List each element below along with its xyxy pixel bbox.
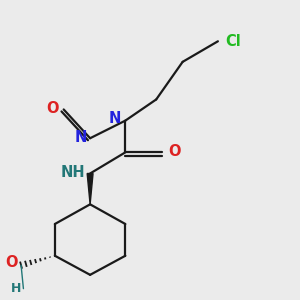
- Text: N: N: [109, 111, 121, 126]
- Text: O: O: [169, 144, 181, 159]
- Text: N: N: [74, 130, 87, 145]
- Polygon shape: [87, 173, 93, 204]
- Text: Cl: Cl: [225, 34, 241, 49]
- Text: NH: NH: [60, 164, 85, 179]
- Text: H: H: [11, 282, 21, 295]
- Text: O: O: [46, 101, 58, 116]
- Text: O: O: [5, 255, 17, 270]
